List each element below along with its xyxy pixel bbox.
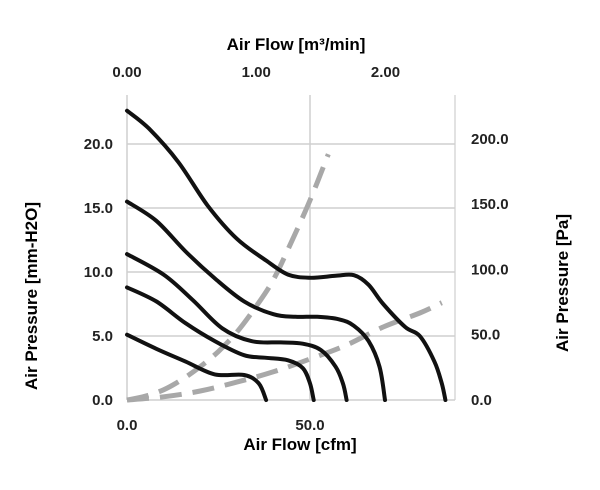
fan-curve: [125, 285, 316, 402]
fan-curve: [125, 199, 387, 402]
x-top-axis-title: Air Flow [m³/min]: [227, 35, 366, 54]
series-layer: [125, 108, 448, 403]
y-left-tick-label: 5.0: [92, 328, 113, 345]
x-top-tick-label: 0.00: [112, 64, 141, 81]
y-right-tick-label: 100.0: [471, 261, 509, 278]
x-bottom-axis-title: Air Flow [cfm]: [243, 435, 356, 454]
x-top-tick-label: 1.00: [242, 64, 271, 81]
y-left-axis-title: Air Pressure [mm-H2O]: [22, 202, 41, 390]
y-right-tick-label: 200.0: [471, 131, 509, 148]
y-left-tick-label: 10.0: [84, 264, 113, 281]
impedance-curve: [126, 300, 443, 403]
y-right-tick-label: 0.0: [471, 392, 492, 409]
axis-layer: [126, 95, 456, 401]
fan-curve: [125, 332, 269, 402]
y-left-tick-label: 20.0: [84, 136, 113, 153]
x-top-tick-label: 2.00: [371, 64, 400, 81]
y-right-axis-title: Air Pressure [Pa]: [553, 214, 572, 352]
y-right-tick-label: 50.0: [471, 327, 500, 344]
x-bottom-tick-label: 50.0: [295, 417, 324, 434]
impedance-curve: [126, 153, 331, 403]
grid-layer: [127, 95, 455, 400]
x-bottom-tick-label: 0.0: [117, 417, 138, 434]
fan-curve: [125, 252, 349, 402]
label-layer: 0.0 5.0 10.0 15.0 20.0 0.0 50.0 100.0 150.0 200.0…: [84, 64, 509, 434]
y-left-tick-label: 0.0: [92, 392, 113, 409]
fan-curve: [125, 108, 448, 402]
y-right-tick-label: 150.0: [471, 196, 509, 213]
y-left-tick-label: 15.0: [84, 200, 113, 217]
